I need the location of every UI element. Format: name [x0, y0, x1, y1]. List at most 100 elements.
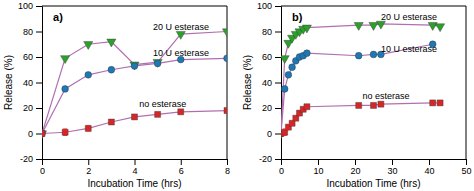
annotation: no esterase — [362, 91, 409, 101]
tick-mark — [392, 159, 393, 165]
tick-mark — [227, 159, 228, 165]
marker — [176, 31, 185, 39]
marker — [304, 50, 311, 57]
series-line — [42, 111, 227, 134]
marker — [85, 125, 91, 131]
tick: 100 — [257, 1, 281, 11]
marker — [62, 85, 69, 92]
tick: 40 — [262, 78, 281, 88]
marker — [378, 101, 384, 107]
tick-label: -20 — [20, 154, 33, 164]
tick-mark — [355, 159, 356, 165]
series-line — [281, 24, 440, 134]
tick-label: 0 — [40, 166, 45, 176]
tick: 60 — [262, 52, 281, 62]
marker — [289, 64, 296, 71]
marker — [370, 51, 377, 58]
marker — [107, 39, 116, 47]
tick-label: 40 — [262, 78, 272, 88]
tick-label: 6 — [179, 166, 184, 176]
tick: -20 — [259, 154, 281, 164]
tick-label: 2 — [86, 166, 91, 176]
tick-label: 60 — [23, 52, 33, 62]
tick: 2 — [86, 159, 91, 176]
panel-label: a) — [53, 11, 63, 23]
marker — [108, 66, 115, 73]
tick-label: 40 — [23, 78, 33, 88]
series-line — [42, 32, 227, 134]
axis-domain — [275, 7, 282, 160]
marker — [153, 59, 162, 67]
series-line — [281, 44, 433, 133]
marker — [304, 104, 310, 110]
tick-mark — [36, 108, 42, 109]
tick-mark — [181, 159, 182, 165]
annotation: 20 U esterase — [381, 12, 437, 22]
tick: 50 — [461, 159, 471, 176]
tick-label: 50 — [461, 166, 471, 176]
tick-label: 20 — [23, 103, 33, 113]
tick-mark — [36, 134, 42, 135]
tick-mark — [275, 6, 281, 7]
panel: 02468-2002040608010020 U esterase10 U es… — [3, 1, 232, 189]
tick: 20 — [262, 103, 281, 113]
plot-frame — [42, 6, 227, 159]
annotation: 10 U esterase — [153, 48, 209, 58]
tick-label: -20 — [259, 154, 272, 164]
marker — [108, 119, 114, 125]
tick-label: 0 — [267, 129, 272, 139]
tick: 10 — [313, 159, 323, 176]
marker — [154, 60, 161, 67]
marker — [437, 100, 443, 106]
x-axis-title: Incubation Time (hrs) — [327, 178, 421, 189]
annotation: no esterase — [139, 99, 186, 109]
tick: 0 — [28, 129, 42, 139]
tick-mark — [275, 108, 281, 109]
marker — [178, 109, 184, 115]
tick-mark — [318, 159, 319, 165]
tick-label: 30 — [387, 166, 397, 176]
y-axis-title: Release (%) — [242, 55, 253, 110]
marker — [354, 22, 363, 30]
tick: 0 — [40, 159, 45, 176]
tick-mark — [275, 134, 281, 135]
panel: 01020304050-2002040608010020 U esterase1… — [242, 1, 472, 189]
tick-mark — [275, 159, 281, 160]
marker — [155, 111, 161, 117]
panel-label: b) — [292, 11, 303, 23]
x-axis: 0 10 20 30 40 50 — [279, 159, 472, 176]
marker — [355, 52, 362, 59]
marker — [281, 56, 289, 64]
tick: -20 — [20, 154, 42, 164]
tick-label: 8 — [225, 166, 230, 176]
tick-label: 0 — [279, 166, 284, 176]
marker — [369, 22, 378, 30]
marker — [130, 62, 139, 70]
tick: 8 — [225, 159, 230, 176]
error-bar — [63, 129, 67, 135]
tick: 40 — [424, 159, 434, 176]
marker — [281, 85, 288, 92]
tick-label: 20 — [262, 103, 272, 113]
y-axis-title: Release (%) — [3, 55, 14, 110]
axis-domain — [43, 160, 228, 166]
tick: 20 — [23, 103, 42, 113]
annotation: 20 U esterase — [153, 22, 209, 32]
tick-mark — [135, 159, 136, 165]
tick-mark — [466, 159, 467, 165]
tick-label: 60 — [262, 52, 272, 62]
tick: 6 — [179, 159, 184, 176]
marker — [62, 129, 68, 135]
y-axis: -20020406080100 — [257, 1, 282, 164]
marker — [85, 71, 92, 78]
tick-mark — [36, 57, 42, 58]
plot-area — [42, 29, 227, 139]
plot-frame — [281, 6, 466, 159]
marker — [42, 130, 45, 137]
tick: 0 — [279, 159, 284, 176]
marker — [61, 56, 70, 64]
tick-mark — [88, 159, 89, 165]
marker — [371, 102, 377, 108]
tick: 4 — [132, 159, 137, 176]
tick-label: 20 — [350, 166, 360, 176]
